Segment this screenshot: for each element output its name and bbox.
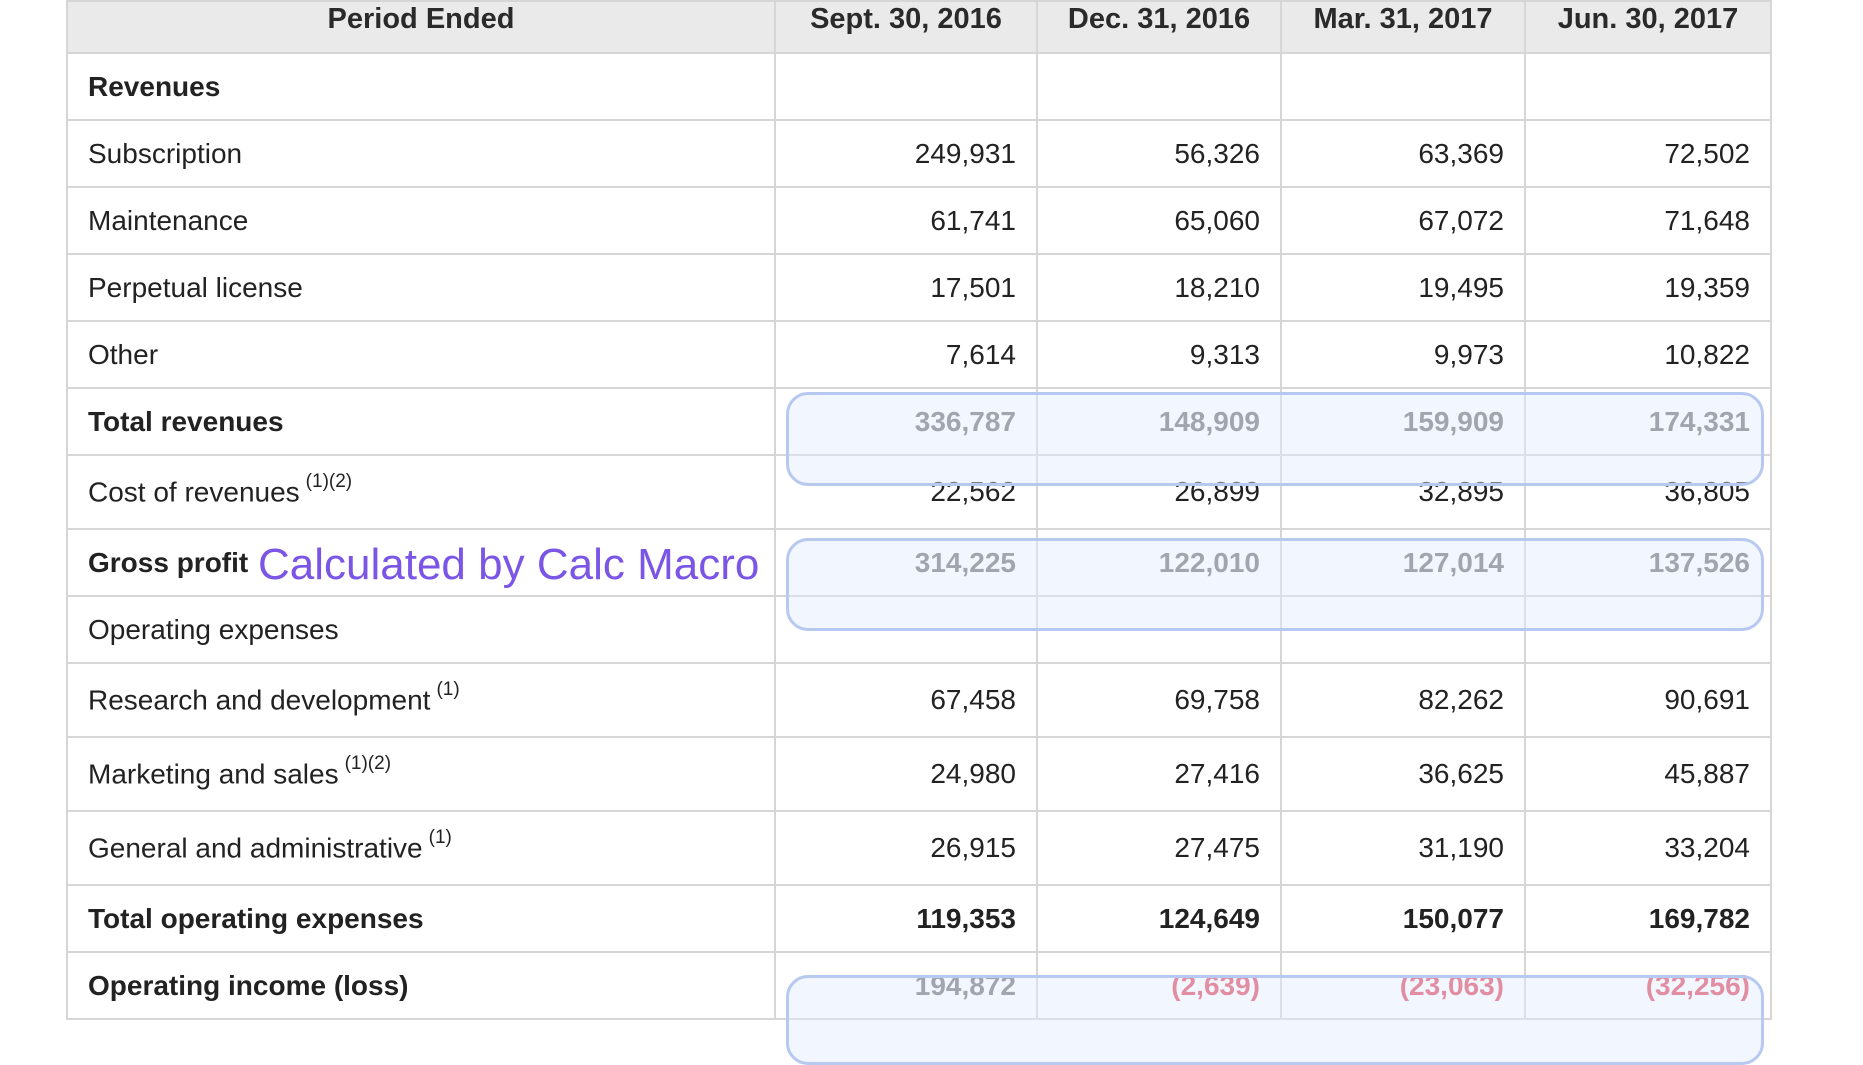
table-cell[interactable]: 36,625: [1280, 736, 1526, 812]
row-label[interactable]: Operating expenses: [66, 595, 776, 664]
row-label[interactable]: Cost of revenues (1)(2): [66, 454, 776, 530]
table-header-row: Period Ended Sept. 30, 2016 Dec. 31, 201…: [66, 0, 1772, 54]
table-cell[interactable]: 174,331: [1524, 387, 1772, 456]
table-cell[interactable]: [1036, 52, 1282, 121]
table-cell[interactable]: 9,313: [1036, 320, 1282, 389]
row-label[interactable]: Other: [66, 320, 776, 389]
row-label[interactable]: Marketing and sales (1)(2): [66, 736, 776, 812]
table-cell[interactable]: 314,225: [774, 528, 1038, 597]
table-cell-negative[interactable]: (2,639): [1036, 951, 1282, 1020]
row-label[interactable]: Total operating expenses: [66, 884, 776, 953]
table-cell[interactable]: 7,614: [774, 320, 1038, 389]
table-cell[interactable]: 31,190: [1280, 810, 1526, 886]
table-row-total-operating-expenses: Total operating expenses 119,353 124,649…: [66, 884, 1772, 953]
row-label[interactable]: Perpetual license: [66, 253, 776, 322]
table-cell[interactable]: 67,458: [774, 662, 1038, 738]
table-cell[interactable]: [774, 52, 1038, 121]
row-label[interactable]: Subscription: [66, 119, 776, 188]
table-cell[interactable]: 26,899: [1036, 454, 1282, 530]
period-header-1[interactable]: Sept. 30, 2016: [774, 0, 1038, 54]
row-label-text: General and administrative: [88, 832, 423, 864]
table-cell[interactable]: [774, 595, 1038, 664]
table-cell[interactable]: 45,887: [1524, 736, 1772, 812]
table-cell[interactable]: [1524, 52, 1772, 121]
row-label[interactable]: Maintenance: [66, 186, 776, 255]
table-cell[interactable]: 22,562: [774, 454, 1038, 530]
row-label[interactable]: General and administrative (1): [66, 810, 776, 886]
table-cell-negative[interactable]: (32,256): [1524, 951, 1772, 1020]
table-cell[interactable]: 159,909: [1280, 387, 1526, 456]
row-label[interactable]: Revenues: [66, 52, 776, 121]
row-label[interactable]: Operating income (loss): [66, 951, 776, 1020]
period-header-2[interactable]: Dec. 31, 2016: [1036, 0, 1282, 54]
table-cell[interactable]: 19,359: [1524, 253, 1772, 322]
table-cell[interactable]: 72,502: [1524, 119, 1772, 188]
table-row-general-administrative: General and administrative (1) 26,915 27,…: [66, 810, 1772, 886]
table-cell[interactable]: 124,649: [1036, 884, 1282, 953]
table-cell[interactable]: 67,072: [1280, 186, 1526, 255]
table-cell[interactable]: 24,980: [774, 736, 1038, 812]
period-header-4[interactable]: Jun. 30, 2017: [1524, 0, 1772, 54]
table-cell[interactable]: 71,648: [1524, 186, 1772, 255]
row-label[interactable]: Research and development (1): [66, 662, 776, 738]
table-cell[interactable]: [1280, 595, 1526, 664]
table-cell[interactable]: 61,741: [774, 186, 1038, 255]
table-row-marketing-sales: Marketing and sales (1)(2) 24,980 27,416 …: [66, 736, 1772, 812]
row-label[interactable]: Gross profit: [66, 528, 776, 597]
table-cell[interactable]: 27,475: [1036, 810, 1282, 886]
table-cell[interactable]: 65,060: [1036, 186, 1282, 255]
table-cell[interactable]: 122,010: [1036, 528, 1282, 597]
table-row-subscription: Subscription 249,931 56,326 63,369 72,50…: [66, 119, 1772, 188]
table-row-research-development: Research and development (1) 67,458 69,75…: [66, 662, 1772, 738]
table-row-total-revenues: Total revenues 336,787 148,909 159,909 1…: [66, 387, 1772, 456]
table-cell[interactable]: 26,915: [774, 810, 1038, 886]
table-cell[interactable]: 148,909: [1036, 387, 1282, 456]
table-cell[interactable]: 27,416: [1036, 736, 1282, 812]
footnote-marker: (1)(2): [344, 753, 392, 775]
footnote-marker: (1)(2): [305, 471, 353, 493]
row-label-text: Research and development: [88, 684, 431, 716]
table-cell[interactable]: 249,931: [774, 119, 1038, 188]
table-cell[interactable]: 194,872: [774, 951, 1038, 1020]
row-label-text: Cost of revenues: [88, 476, 300, 508]
table-cell[interactable]: 90,691: [1524, 662, 1772, 738]
table-cell[interactable]: 169,782: [1524, 884, 1772, 953]
table-row-operating-expenses: Operating expenses: [66, 595, 1772, 664]
income-statement-table: Period Ended Sept. 30, 2016 Dec. 31, 201…: [66, 0, 1772, 1020]
row-label[interactable]: Total revenues: [66, 387, 776, 456]
table-row-operating-income: Operating income (loss) 194,872 (2,639) …: [66, 951, 1772, 1020]
table-cell[interactable]: 10,822: [1524, 320, 1772, 389]
table-cell[interactable]: [1280, 52, 1526, 121]
table-cell[interactable]: 82,262: [1280, 662, 1526, 738]
table-cell[interactable]: 33,204: [1524, 810, 1772, 886]
table-cell[interactable]: 19,495: [1280, 253, 1526, 322]
table-row-maintenance: Maintenance 61,741 65,060 67,072 71,648: [66, 186, 1772, 255]
table-cell[interactable]: 127,014: [1280, 528, 1526, 597]
table-cell[interactable]: 32,895: [1280, 454, 1526, 530]
row-label-text: Marketing and sales: [88, 758, 339, 790]
table-cell[interactable]: 137,526: [1524, 528, 1772, 597]
table-cell[interactable]: 9,973: [1280, 320, 1526, 389]
table-row-perpetual-license: Perpetual license 17,501 18,210 19,495 1…: [66, 253, 1772, 322]
table-cell[interactable]: [1524, 595, 1772, 664]
table-cell[interactable]: 69,758: [1036, 662, 1282, 738]
table-cell[interactable]: 36,805: [1524, 454, 1772, 530]
period-ended-header: Period Ended: [66, 0, 776, 54]
table-cell[interactable]: 119,353: [774, 884, 1038, 953]
table-cell[interactable]: 17,501: [774, 253, 1038, 322]
table-cell-negative[interactable]: (23,063): [1280, 951, 1526, 1020]
footnote-marker: (1): [428, 827, 452, 849]
table-row-cost-of-revenues: Cost of revenues (1)(2) 22,562 26,899 32,…: [66, 454, 1772, 530]
table-cell[interactable]: [1036, 595, 1282, 664]
period-header-3[interactable]: Mar. 31, 2017: [1280, 0, 1526, 54]
table-cell[interactable]: 150,077: [1280, 884, 1526, 953]
table-cell[interactable]: 18,210: [1036, 253, 1282, 322]
table-row-revenues: Revenues: [66, 52, 1772, 121]
table-cell[interactable]: 56,326: [1036, 119, 1282, 188]
footnote-marker: (1): [436, 679, 460, 701]
table-row-other: Other 7,614 9,313 9,973 10,822: [66, 320, 1772, 389]
table-cell[interactable]: 63,369: [1280, 119, 1526, 188]
table-cell[interactable]: 336,787: [774, 387, 1038, 456]
calc-macro-annotation: Calculated by Calc Macro: [258, 540, 760, 589]
